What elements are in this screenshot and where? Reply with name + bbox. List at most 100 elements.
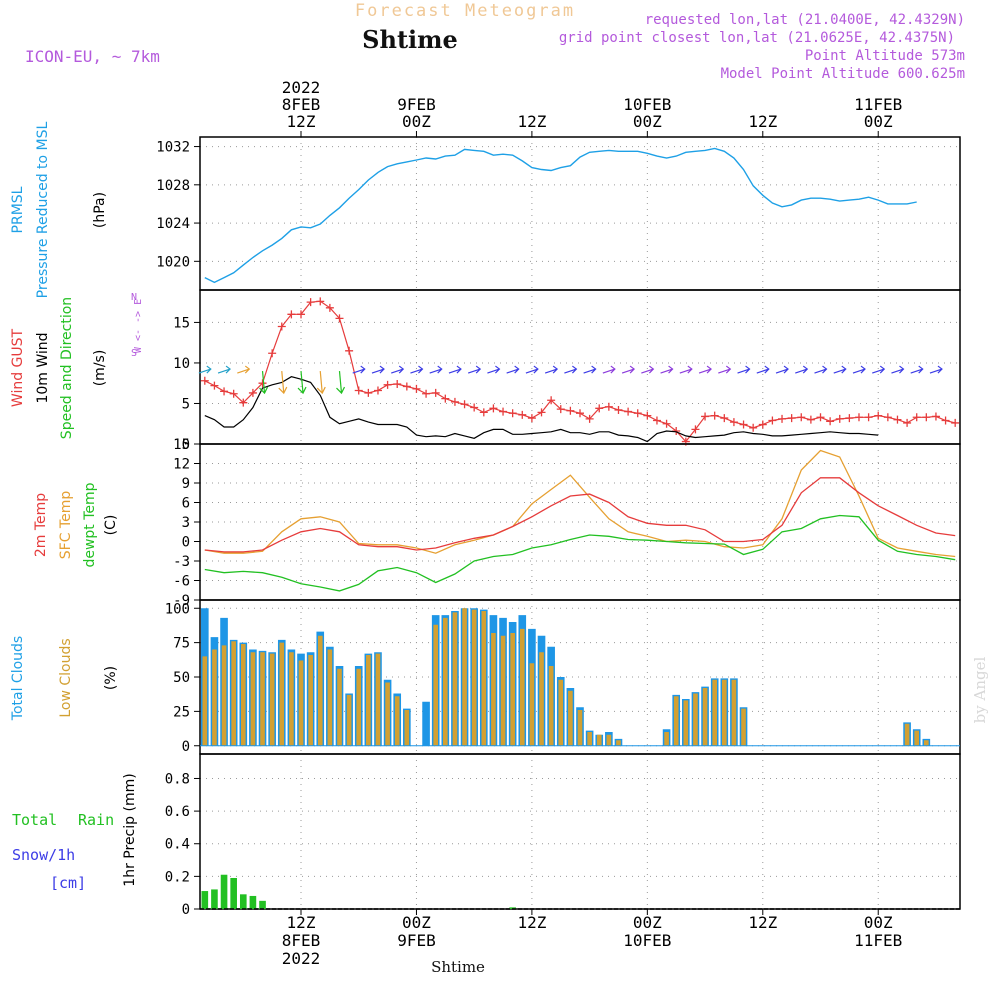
gust-marker [537,408,546,417]
chart-title: Forecast Meteogram [355,1,575,21]
gust-marker [739,420,748,429]
gust-marker [220,387,229,396]
low-cloud-bar [491,633,496,746]
pressure-frame [199,136,961,291]
wind-direction-arrow [852,365,866,374]
bottom-axis-label: 12Z [748,913,777,932]
wind-direction-arrow [410,365,424,374]
wind-direction-arrow [297,370,307,395]
t2m-label: 2m Temp [33,493,49,557]
wind-direction-arrow [833,365,847,374]
top-axis-label: 12Z [748,112,777,131]
wind-tick-label: 5 [182,396,190,412]
pressure-msl-label: Pressure Reduced to MSL [35,121,51,298]
precip-snow-label: Snow/1h [12,846,75,864]
rain-bar [259,900,266,909]
top-axis-label: 12Z [517,112,546,131]
gust-marker [758,420,767,429]
wind-direction-arrow [775,365,789,374]
low-cloud-bar [731,679,737,746]
low-cloud-bar [529,663,535,746]
point-altitude: Point Altitude 573m [805,48,965,64]
gust-marker [239,398,248,407]
gust-marker [479,408,488,417]
gust-marker [402,382,411,391]
gust-marker [720,414,729,423]
low-cloud-bar [712,679,717,746]
low-cloud-bar [452,612,458,746]
low-cloud-bar [298,660,304,746]
wind-direction-arrow [891,365,905,374]
low-cloud-bar [394,696,400,746]
footer-location: Shtime [431,958,485,976]
precip-panel: 0 0.2 0.4 0.6 0.8 [165,753,961,918]
gust-marker [893,415,902,424]
wind-direction-arrow [429,365,443,374]
low-cloud-bar [924,740,929,746]
compass-east-west: W <- -> E [133,299,144,353]
low-cloud-bar [683,700,689,746]
gust-marker [393,380,402,389]
gust-marker [306,298,315,307]
wind-direction-arrow [259,370,269,395]
temp-tick-label: 15 [173,437,190,453]
temp-tick-label: -6 [173,574,190,590]
gust-marker [710,411,719,420]
gust-marker [316,297,325,306]
total-clouds-label: Total Clouds [10,636,26,721]
gust-marker [941,416,950,425]
credit-label: by Angel [971,656,989,723]
gust-marker [277,322,286,331]
gust-marker [412,384,421,393]
temp-tick-label: 0 [182,535,190,551]
gust-marker [951,418,960,427]
bottom-axis-label: 00Z [633,913,662,932]
gust-marker [806,415,815,424]
wind-direction-arrow [718,365,732,374]
gust-marker [816,413,825,422]
rain-bar [239,894,247,909]
gust-marker [335,314,344,323]
wind-direction-arrow [910,365,924,374]
wind-tick-label: 10 [173,356,190,372]
clouds-tick-label: 0 [182,739,190,755]
top-axis-label: 10FEB [623,95,671,114]
gust-marker [883,413,892,422]
top-axis-label: 2022 [282,78,321,97]
temp-tick-label: -9 [173,593,190,609]
wind-direction-arrow [371,365,385,374]
low-cloud-bar [433,624,439,746]
top-axis-label: 00Z [402,112,431,131]
gridpoint-coords: grid point closest lon,lat (21.0625E, 42… [559,30,955,46]
temp-tick-label: 12 [173,457,190,473]
pressure-tick-label: 1028 [156,178,190,194]
low-cloud-bar [346,694,352,746]
wind-direction-arrow [814,365,828,374]
model-label: ICON-EU, ~ 7km [25,47,160,66]
temp-tick-label: 6 [182,496,190,512]
low-cloud-bar [289,652,294,746]
low-cloud-bar [721,679,727,746]
t2m-line [204,477,956,553]
wind-direction-arrow [737,365,751,374]
wind-direction-arrow [487,365,501,374]
gust-marker [797,413,806,422]
gust-marker [652,416,661,425]
precip-tick-label: 0.8 [165,771,190,787]
low-cloud-bar [202,656,208,746]
precip-tick-label: 0.4 [165,837,190,853]
wind-direction-arrow [237,365,251,374]
bottom-axis-label: 9FEB [397,931,436,950]
clouds-tick-label: 75 [173,636,190,652]
wind-panel: 0 5 10 15 [173,289,961,453]
gust-marker [547,396,556,405]
low-cloud-bar [366,655,371,746]
gust-marker [470,403,479,412]
low-cloud-bar [904,723,910,746]
low-cloud-bar [500,635,506,746]
wind-direction-arrow [336,370,346,395]
clouds-unit-label: (%) [103,666,119,690]
gust-marker [691,425,700,434]
